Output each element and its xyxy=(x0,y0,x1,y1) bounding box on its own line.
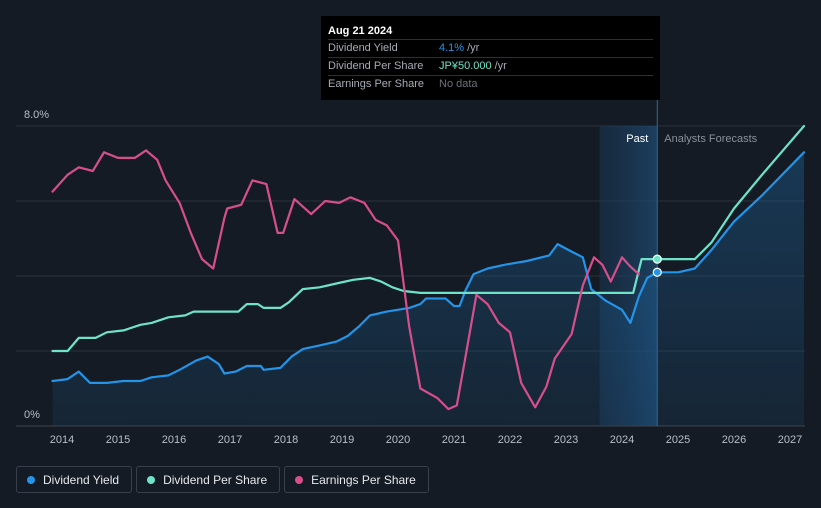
x-tick-label: 2023 xyxy=(554,434,578,446)
area-fills xyxy=(52,152,804,427)
tooltip-row-dividend-yield: Dividend Yield 4.1% /yr xyxy=(328,39,653,57)
tooltip-date: Aug 21 2024 xyxy=(328,25,393,37)
tooltip-row-earnings-per-share: Earnings Per Share No data xyxy=(328,75,653,93)
x-tick-label: 2017 xyxy=(218,434,242,446)
x-tick-label: 2025 xyxy=(666,434,690,446)
dividend-yield-area xyxy=(52,152,804,427)
dividend-yield-line xyxy=(51,151,806,384)
dividend-yield-marker xyxy=(652,267,662,277)
tooltip-unit: /yr xyxy=(494,60,507,72)
x-axis-labels: 2014 2015 2016 2017 2018 2019 2020 2021 2022 2023… xyxy=(50,434,802,446)
x-tick-label: 2021 xyxy=(442,434,466,446)
tooltip-unit: /yr xyxy=(467,42,480,54)
series-lines xyxy=(51,124,806,411)
tooltip-row-dividend-per-share: Dividend Per Share JP¥50.000 /yr xyxy=(328,57,653,75)
earnings-per-share-line xyxy=(51,149,640,411)
x-tick-label: 2027 xyxy=(778,434,802,446)
legend-earnings-per-share[interactable]: Earnings Per Share xyxy=(284,466,429,493)
y-axis-labels: 8.0% 0% xyxy=(24,109,49,421)
hover-markers xyxy=(652,254,662,277)
chart-legend: Dividend Yield Dividend Per Share Earnin… xyxy=(16,466,433,493)
dividend-per-share-marker xyxy=(652,254,662,264)
y-tick-label: 0% xyxy=(24,409,40,421)
x-tick-label: 2016 xyxy=(162,434,186,446)
tooltip-value: JP¥50.000 xyxy=(439,60,492,72)
legend-dot-icon xyxy=(147,475,156,484)
tooltip-label: Dividend Yield xyxy=(328,42,398,54)
legend-label: Dividend Yield xyxy=(43,472,120,487)
x-tick-label: 2014 xyxy=(50,434,74,446)
x-tick-label: 2015 xyxy=(106,434,130,446)
hover-tooltip: Aug 21 2024 Dividend Yield 4.1% /yr Divi… xyxy=(321,16,660,100)
legend-dot-icon xyxy=(295,475,304,484)
legend-dividend-yield[interactable]: Dividend Yield xyxy=(16,466,133,493)
legend-label: Dividend Per Share xyxy=(163,472,268,487)
tooltip-label: Earnings Per Share xyxy=(328,78,424,90)
tooltip-value: No data xyxy=(439,78,478,90)
legend-dot-icon xyxy=(27,475,35,484)
y-tick-label: 8.0% xyxy=(24,109,49,121)
tooltip-label: Dividend Per Share xyxy=(328,60,424,72)
x-tick-label: 2024 xyxy=(610,434,634,446)
x-tick-label: 2022 xyxy=(498,434,522,446)
legend-label: Earnings Per Share xyxy=(311,472,416,487)
forecast-label: Analysts Forecasts xyxy=(664,133,757,145)
past-label: Past xyxy=(626,133,648,145)
tooltip-value: 4.1% xyxy=(439,42,465,54)
x-tick-label: 2026 xyxy=(722,434,746,446)
x-tick-label: 2020 xyxy=(386,434,410,446)
dividend-per-share-line xyxy=(51,124,806,353)
x-tick-label: 2018 xyxy=(274,434,298,446)
legend-dividend-per-share[interactable]: Dividend Per Share xyxy=(136,466,281,493)
x-tick-label: 2019 xyxy=(330,434,354,446)
